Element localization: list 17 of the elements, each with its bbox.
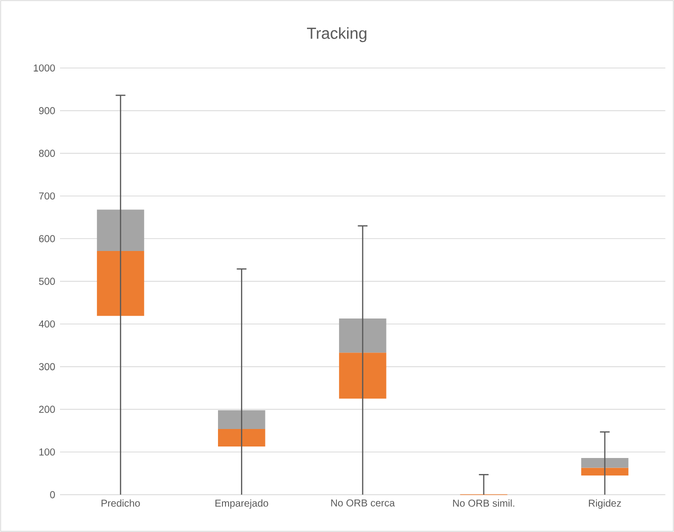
- y-tick-label: 700: [39, 192, 55, 200]
- x-tick-label: Rigidez: [588, 499, 621, 509]
- y-tick-label: 500: [39, 278, 55, 285]
- x-tick-label: No ORB cerca: [331, 499, 395, 506]
- y-tick-label: 600: [39, 235, 55, 242]
- y-tick-label: 200: [39, 406, 55, 413]
- y-tick-label: 900: [39, 107, 55, 114]
- y-tick-label: 0: [50, 491, 55, 498]
- x-tick-label: Emparejado: [215, 499, 268, 509]
- x-tick-label: Predicho: [102, 499, 140, 507]
- y-tick-label: 1000: [34, 64, 55, 72]
- y-tick-label: 800: [39, 150, 55, 157]
- y-tick-label: 100: [39, 448, 55, 456]
- y-tick-label: 400: [38, 320, 55, 328]
- y-tick-label: 300: [38, 363, 55, 370]
- x-tick-label: No ORB simil.: [453, 499, 514, 507]
- chart-title: Tracking: [306, 27, 366, 42]
